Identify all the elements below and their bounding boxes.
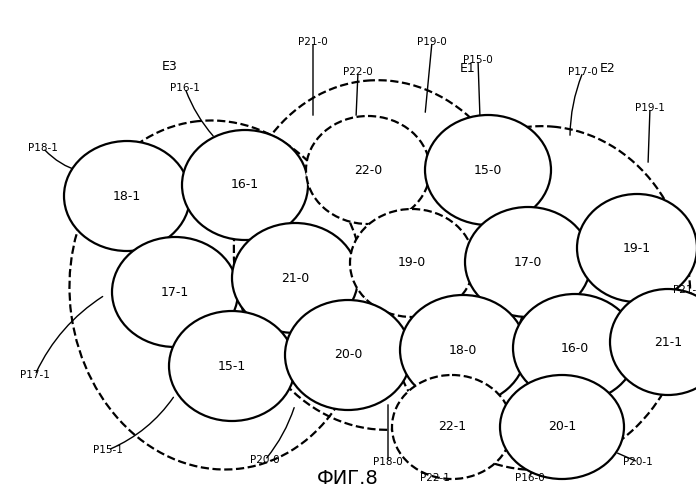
Text: 21-0: 21-0 — [281, 272, 309, 284]
Text: P17-0: P17-0 — [568, 67, 598, 77]
Text: 18-0: 18-0 — [449, 344, 477, 356]
Ellipse shape — [285, 300, 411, 410]
Text: P21-0: P21-0 — [298, 37, 328, 47]
Text: 20-1: 20-1 — [548, 420, 576, 434]
Text: 16-1: 16-1 — [231, 178, 259, 192]
Text: 21-1: 21-1 — [654, 336, 682, 348]
Text: P18-0: P18-0 — [373, 457, 403, 467]
Text: P22-1: P22-1 — [420, 473, 450, 483]
Text: 18-1: 18-1 — [113, 190, 141, 202]
Text: 19-0: 19-0 — [398, 256, 426, 270]
Ellipse shape — [232, 223, 358, 333]
Ellipse shape — [610, 289, 696, 395]
Text: P21-1: P21-1 — [673, 285, 696, 295]
Text: P22-0: P22-0 — [343, 67, 373, 77]
Ellipse shape — [400, 295, 526, 405]
Ellipse shape — [182, 130, 308, 240]
Ellipse shape — [465, 207, 591, 317]
Ellipse shape — [513, 294, 637, 402]
Text: ФИГ.8: ФИГ.8 — [317, 468, 379, 487]
Text: P20-0: P20-0 — [250, 455, 280, 465]
Text: E1: E1 — [460, 62, 476, 74]
Text: P18-1: P18-1 — [28, 143, 58, 153]
Text: P15-0: P15-0 — [463, 55, 493, 65]
Text: 19-1: 19-1 — [623, 242, 651, 254]
Ellipse shape — [500, 375, 624, 479]
Text: 22-1: 22-1 — [438, 420, 466, 434]
Text: P16-0: P16-0 — [515, 473, 545, 483]
Text: 22-0: 22-0 — [354, 164, 382, 176]
Ellipse shape — [350, 209, 474, 317]
Text: 15-1: 15-1 — [218, 360, 246, 372]
Ellipse shape — [306, 116, 430, 224]
Text: P15-1: P15-1 — [93, 445, 123, 455]
Text: 15-0: 15-0 — [474, 164, 503, 176]
Ellipse shape — [577, 194, 696, 302]
Text: P19-1: P19-1 — [635, 103, 665, 113]
Text: 17-1: 17-1 — [161, 286, 189, 298]
Text: E3: E3 — [162, 60, 178, 74]
Text: 20-0: 20-0 — [334, 348, 362, 362]
Ellipse shape — [169, 311, 295, 421]
Ellipse shape — [112, 237, 238, 347]
Text: P20-1: P20-1 — [623, 457, 653, 467]
Ellipse shape — [425, 115, 551, 225]
Ellipse shape — [392, 375, 512, 479]
Text: 17-0: 17-0 — [514, 256, 542, 268]
Ellipse shape — [64, 141, 190, 251]
Text: P17-1: P17-1 — [20, 370, 50, 380]
Text: E2: E2 — [600, 62, 616, 74]
Text: 16-0: 16-0 — [561, 342, 589, 354]
Text: P16-1: P16-1 — [170, 83, 200, 93]
Text: P19-0: P19-0 — [417, 37, 447, 47]
